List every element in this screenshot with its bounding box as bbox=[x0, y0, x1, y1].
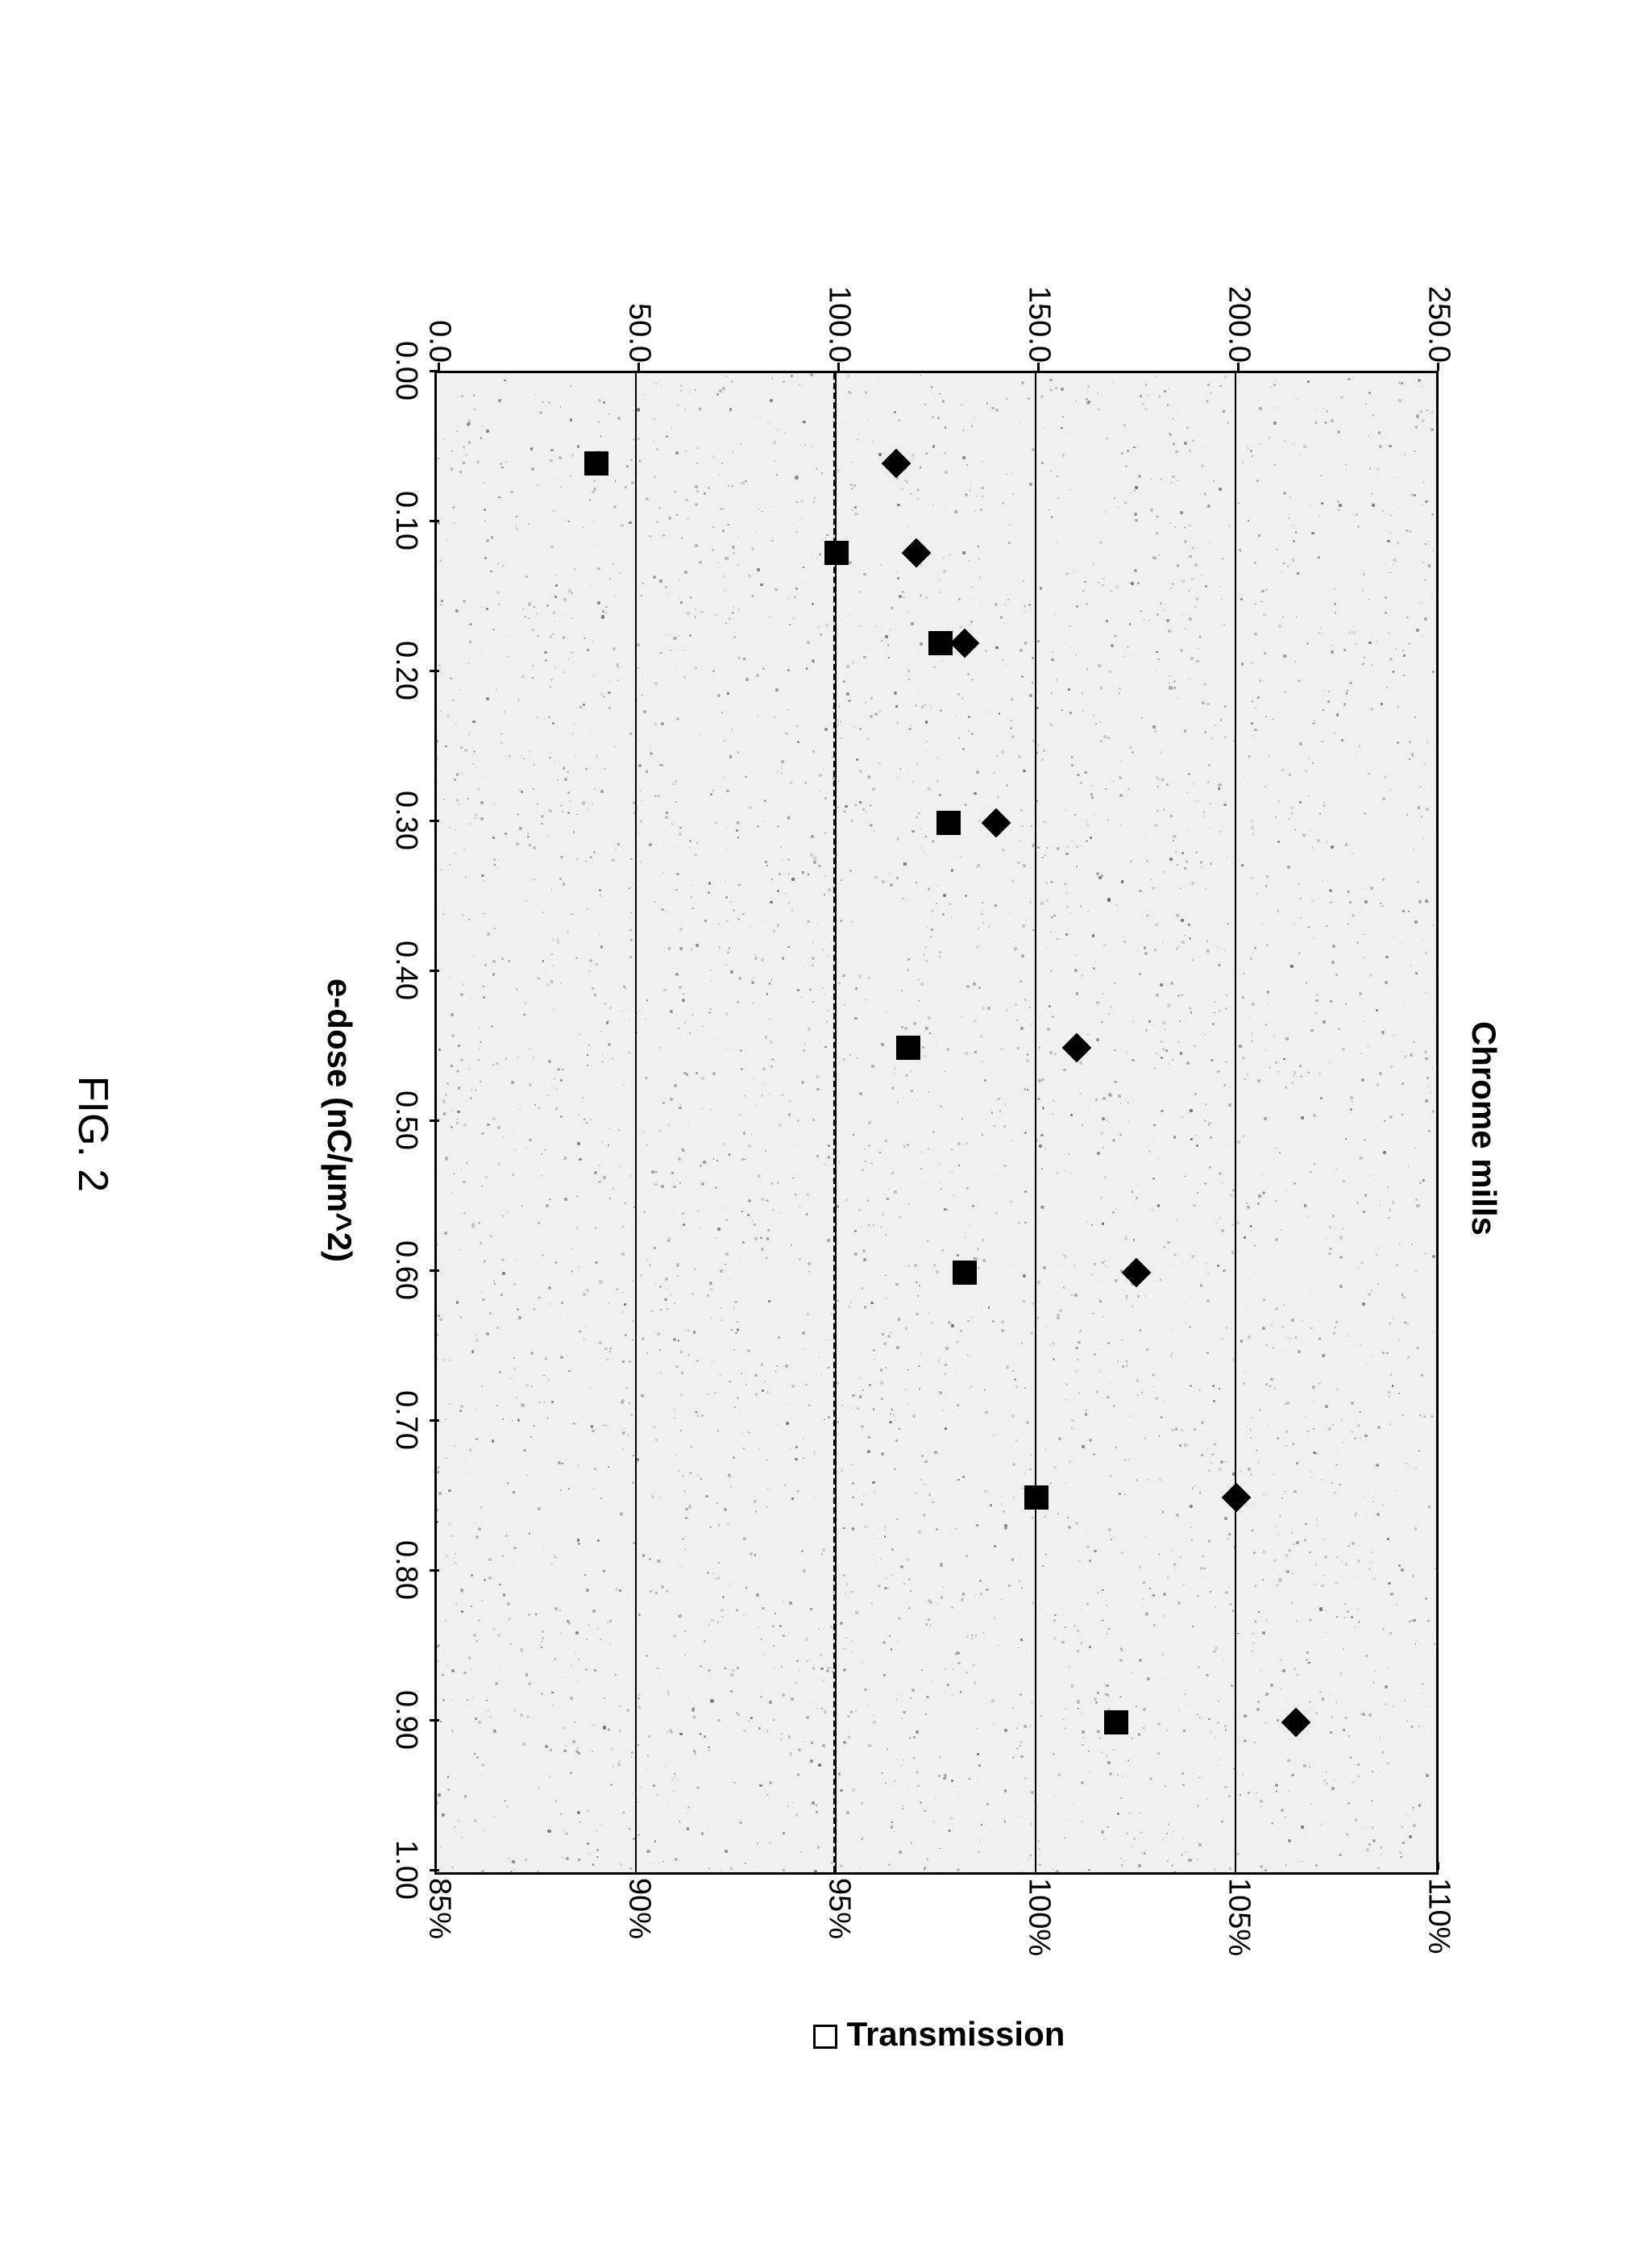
x-tick-label: 0.70 bbox=[388, 1390, 423, 1450]
y-left-tick-label: 50.0 bbox=[622, 303, 657, 363]
y-left-tick-label: 250.0 bbox=[1422, 286, 1456, 363]
square-marker bbox=[1024, 1485, 1049, 1510]
square-marker bbox=[896, 1036, 920, 1060]
x-axis-label: e-dose (nC/µm^2) bbox=[320, 371, 359, 1870]
diamond-marker bbox=[982, 808, 1011, 838]
x-tick-label: 0.30 bbox=[388, 791, 423, 850]
square-marker bbox=[824, 541, 849, 565]
noise-texture bbox=[437, 373, 1436, 1872]
chrome-mills-chart: Chrome mills Depth (nm) Transmission 0.0… bbox=[206, 242, 1455, 2015]
tick-mark bbox=[637, 363, 640, 371]
diamond-marker bbox=[1222, 1483, 1252, 1513]
square-marker bbox=[584, 451, 608, 476]
gridline bbox=[635, 373, 637, 1872]
y-right-tick-label: 100% bbox=[1022, 1878, 1057, 1956]
gridline bbox=[1235, 373, 1236, 1872]
tick-mark bbox=[430, 1869, 439, 1871]
diamond-marker bbox=[882, 448, 912, 478]
y-left-tick-label: 200.0 bbox=[1222, 286, 1256, 363]
y-right-ticks: 85%90%95%100%105%110% bbox=[439, 1870, 1439, 2015]
y-left-tick-label: 150.0 bbox=[1022, 286, 1057, 363]
y-right-tick-label: 105% bbox=[1222, 1878, 1256, 1956]
tick-mark bbox=[1037, 363, 1040, 371]
square-marker bbox=[936, 811, 961, 835]
x-tick-label: 0.90 bbox=[388, 1690, 423, 1750]
x-tick-label: 0.10 bbox=[388, 491, 423, 550]
square-icon bbox=[813, 2025, 837, 2049]
tick-mark bbox=[430, 970, 439, 972]
x-tick-label: 0.60 bbox=[388, 1240, 423, 1300]
y-right-axis-label: Transmission bbox=[439, 2015, 1439, 2054]
reference-line bbox=[833, 373, 837, 1872]
diamond-marker bbox=[1122, 1258, 1152, 1288]
tick-mark bbox=[430, 1569, 439, 1572]
y-right-tick-label: 110% bbox=[1422, 1878, 1456, 1954]
diamond-marker bbox=[949, 628, 979, 658]
y-left-tick-label: 100.0 bbox=[822, 286, 857, 363]
tick-mark bbox=[430, 1269, 439, 1272]
landscape-content: Chrome mills Depth (nm) Transmission 0.0… bbox=[0, 0, 1632, 2268]
tick-mark bbox=[1437, 363, 1439, 371]
x-tick-label: 0.00 bbox=[388, 341, 423, 401]
y-left-tick-label: 0.0 bbox=[422, 320, 457, 363]
y-right-label-text: Transmission bbox=[847, 2015, 1065, 2053]
square-marker bbox=[1104, 1710, 1128, 1734]
tick-mark bbox=[430, 1419, 439, 1422]
x-tick-label: 1.00 bbox=[388, 1840, 423, 1900]
diamond-marker bbox=[1061, 1033, 1091, 1063]
x-tick-label: 0.50 bbox=[388, 1090, 423, 1150]
tick-mark bbox=[430, 370, 439, 372]
diamond-marker bbox=[902, 538, 932, 568]
y-right-tick-label: 90% bbox=[622, 1878, 657, 1939]
y-left-axis-label: Depth (nm) bbox=[1439, 193, 1632, 232]
y-left-ticks: 0.050.0100.0150.0200.0250.0 bbox=[439, 242, 1439, 371]
tick-mark bbox=[430, 670, 439, 672]
tick-mark bbox=[430, 1119, 439, 1122]
diamond-marker bbox=[1281, 1708, 1311, 1738]
tick-mark bbox=[837, 363, 840, 371]
chart-title: Chrome mills bbox=[1464, 242, 1503, 2015]
x-tick-label: 0.20 bbox=[388, 641, 423, 700]
document-page: Chrome mills Depth (nm) Transmission 0.0… bbox=[0, 0, 1632, 2268]
plot-area bbox=[434, 371, 1439, 1875]
x-ticks: 0.000.100.200.300.400.500.600.700.800.90… bbox=[375, 371, 439, 1870]
square-marker bbox=[953, 1261, 977, 1285]
y-right-tick-label: 85% bbox=[422, 1878, 457, 1939]
x-tick-label: 0.40 bbox=[388, 941, 423, 1000]
square-marker bbox=[928, 631, 953, 655]
tick-mark bbox=[430, 820, 439, 822]
tick-mark bbox=[1237, 363, 1240, 371]
tick-mark bbox=[430, 520, 439, 522]
tick-mark bbox=[430, 1719, 439, 1722]
figure-caption: FIG. 2 bbox=[69, 0, 117, 2268]
gridline bbox=[1035, 373, 1036, 1872]
x-tick-label: 0.80 bbox=[388, 1540, 423, 1600]
y-right-tick-label: 95% bbox=[822, 1878, 857, 1939]
